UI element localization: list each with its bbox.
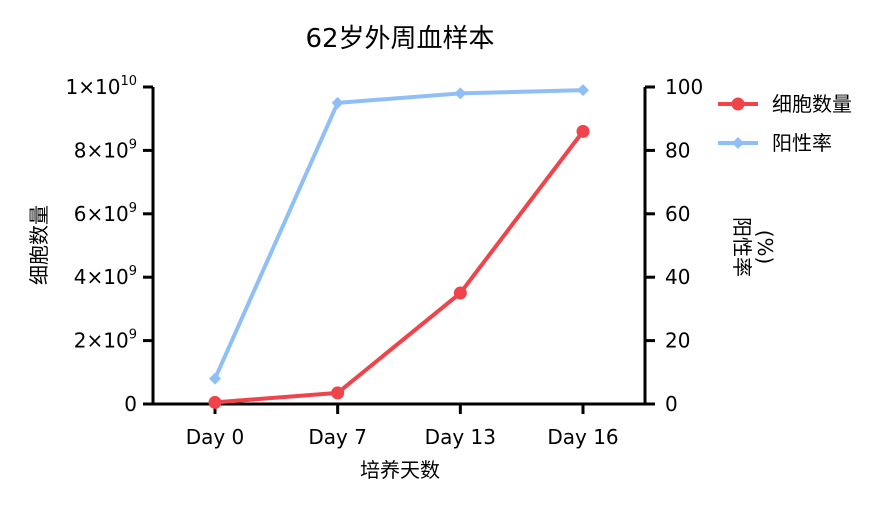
tick-label-base: 1×10 <box>66 75 121 99</box>
right-axis-tick-label: 100 <box>665 75 703 99</box>
data-point-positive-rate <box>577 84 589 97</box>
right-axis-tick-label: 20 <box>665 329 690 353</box>
series-line-positive-rate <box>213 88 584 380</box>
series-line-cell-count <box>214 130 585 405</box>
data-point-cell-count <box>576 124 590 138</box>
tick-label-exponent: 9 <box>129 137 137 152</box>
right-axis-tick-label: 0 <box>665 392 678 416</box>
legend-marker <box>732 137 744 149</box>
tick-label-exponent: 10 <box>120 74 137 89</box>
right-axis-tick-label: 80 <box>665 138 690 162</box>
legend-label: 细胞数量 <box>772 92 852 116</box>
right-y-axis-unit: (%) <box>753 230 777 265</box>
right-axis-tick-label: 40 <box>665 265 690 289</box>
data-point-cell-count <box>208 395 222 409</box>
left-axis-tick-label: 2×109 <box>74 328 137 353</box>
data-point-positive-rate <box>454 87 467 100</box>
data-point-positive-rate <box>209 372 221 385</box>
tick-label-base: 6×10 <box>74 202 129 226</box>
x-axis-tick-label: Day 0 <box>186 425 245 449</box>
tick-label-base: 8×10 <box>74 138 129 162</box>
left-axis-tick-label: 4×109 <box>74 264 137 289</box>
tick-label-base: 2×10 <box>74 329 129 353</box>
tick-label-exponent: 9 <box>129 328 137 343</box>
left-y-axis-title: 细胞数量 <box>27 205 51 285</box>
data-point-cell-count <box>331 386 345 400</box>
data-point-cell-count <box>453 286 467 300</box>
tick-label-base: 4×10 <box>74 265 129 289</box>
left-axis-tick-label: 6×109 <box>74 201 137 226</box>
tick-label-exponent: 9 <box>129 201 137 216</box>
tick-label-base: 0 <box>124 392 137 416</box>
x-axis-title: 培养天数 <box>360 458 440 482</box>
left-axis-tick-label: 0 <box>124 392 137 416</box>
right-y-axis-title: 阳性率 <box>730 217 754 277</box>
legend-marker <box>731 97 745 111</box>
legend-label: 阳性率 <box>772 131 832 155</box>
chart-title: 62岁外周血样本 <box>305 24 494 54</box>
right-axis-tick-label: 60 <box>665 202 690 226</box>
left-axis-tick-label: 1×1010 <box>66 74 137 99</box>
x-axis-tick-label: Day 7 <box>308 425 367 449</box>
data-point-positive-rate <box>331 96 344 109</box>
x-axis-tick-label: Day 13 <box>425 425 496 449</box>
x-axis-tick-label: Day 16 <box>547 425 618 449</box>
tick-label-exponent: 9 <box>129 264 137 279</box>
left-axis-tick-label: 8×109 <box>74 137 137 162</box>
